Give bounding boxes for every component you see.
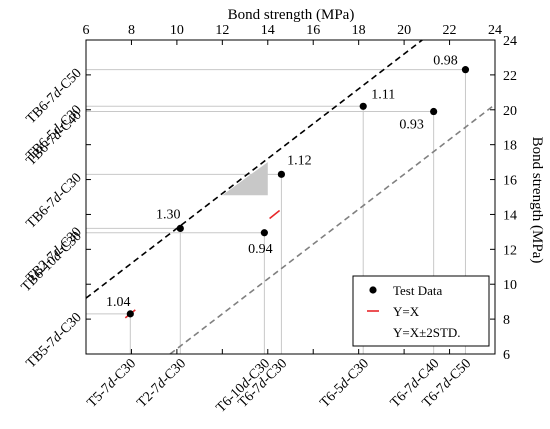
data-point-0 [126,310,134,318]
data-point-1 [176,224,184,232]
red-segment-1 [269,209,281,220]
point-annotation-1: 1.30 [156,207,181,222]
shaded-region [222,162,268,196]
data-points [126,66,470,318]
legend-entry-1: Y=X [393,304,420,319]
top-tick-label: 12 [215,23,229,38]
bottom-label-4: T6-5d-C30 [317,356,372,411]
top-tick-label: 10 [170,23,184,38]
point-annotation-5: 0.93 [399,118,424,133]
reference-line-1 [169,103,496,355]
bottom-category-labels: T5-7d-C30T2-7d-C30T6-10d-C30T6-7d-C30T6-… [85,356,475,416]
top-tick-label: 24 [488,23,502,38]
right-tick-label: 16 [503,174,517,189]
point-annotation-3: 1.12 [287,153,312,168]
right-tick-label: 14 [503,208,517,223]
point-annotation-0: 1.04 [106,295,131,310]
right-tick-label: 8 [503,313,510,328]
data-point-6 [461,66,470,74]
axis-ticks: 6 8 10 12 14 16 18 20 22 24 6 8 10 12 14 16 18 20 22 24 [83,23,518,363]
legend-entry-0: Test Data [393,283,442,298]
point-annotation-4: 1.11 [371,87,395,102]
legend-entry-2: Y=X±2STD. [393,325,461,340]
top-tick-label: 8 [128,23,135,38]
data-point-4 [359,102,367,110]
data-point-5 [430,107,438,116]
right-tick-label: 12 [503,243,517,258]
point-annotation-6: 0.98 [433,54,458,69]
top-axis-title: Bond strength (MPa) [228,7,355,23]
reference-line-0 [85,39,423,299]
legend: Test Data Y=X Y=X±2STD. [352,275,490,347]
data-point-3 [277,170,286,178]
top-tick-label: 20 [397,23,411,38]
right-tick-label: 18 [503,139,517,154]
top-tick-label: 14 [261,23,275,38]
y-equals-x-segments [124,209,281,319]
bottom-label-1: T2-7d-C30 [135,356,190,411]
legend-marker [369,286,377,294]
point-annotations: 1.04 1.30 0.94 1.12 1.11 0.93 0.98 [106,54,458,310]
right-tick-label: 20 [503,104,517,119]
top-tick-label: 16 [306,23,320,38]
right-tick-label: 10 [503,278,517,293]
right-tick-label: 24 [503,34,517,49]
left-label-3: TB6-7d-C30 [24,171,85,232]
top-tick-label: 22 [443,23,457,38]
right-tick-label: 6 [503,348,510,363]
top-tick-label: 18 [352,23,366,38]
point-annotation-2: 0.94 [248,242,273,257]
left-label-2: TB6-10d-C30 [19,229,85,295]
left-label-0: TB5-7d-C30 [24,310,85,371]
left-category-labels: TB5-7d-C30TB2-7d-C30TB6-10d-C30TB6-7d-C3… [19,66,85,371]
data-point-2 [260,229,268,237]
top-tick-label: 6 [83,23,90,38]
right-axis-title: Bond strength (MPa) [529,137,545,264]
reference-lines [85,39,496,355]
plot-frame [85,39,496,355]
right-tick-label: 22 [503,69,517,84]
bottom-label-0: T5-7d-C30 [85,356,140,411]
